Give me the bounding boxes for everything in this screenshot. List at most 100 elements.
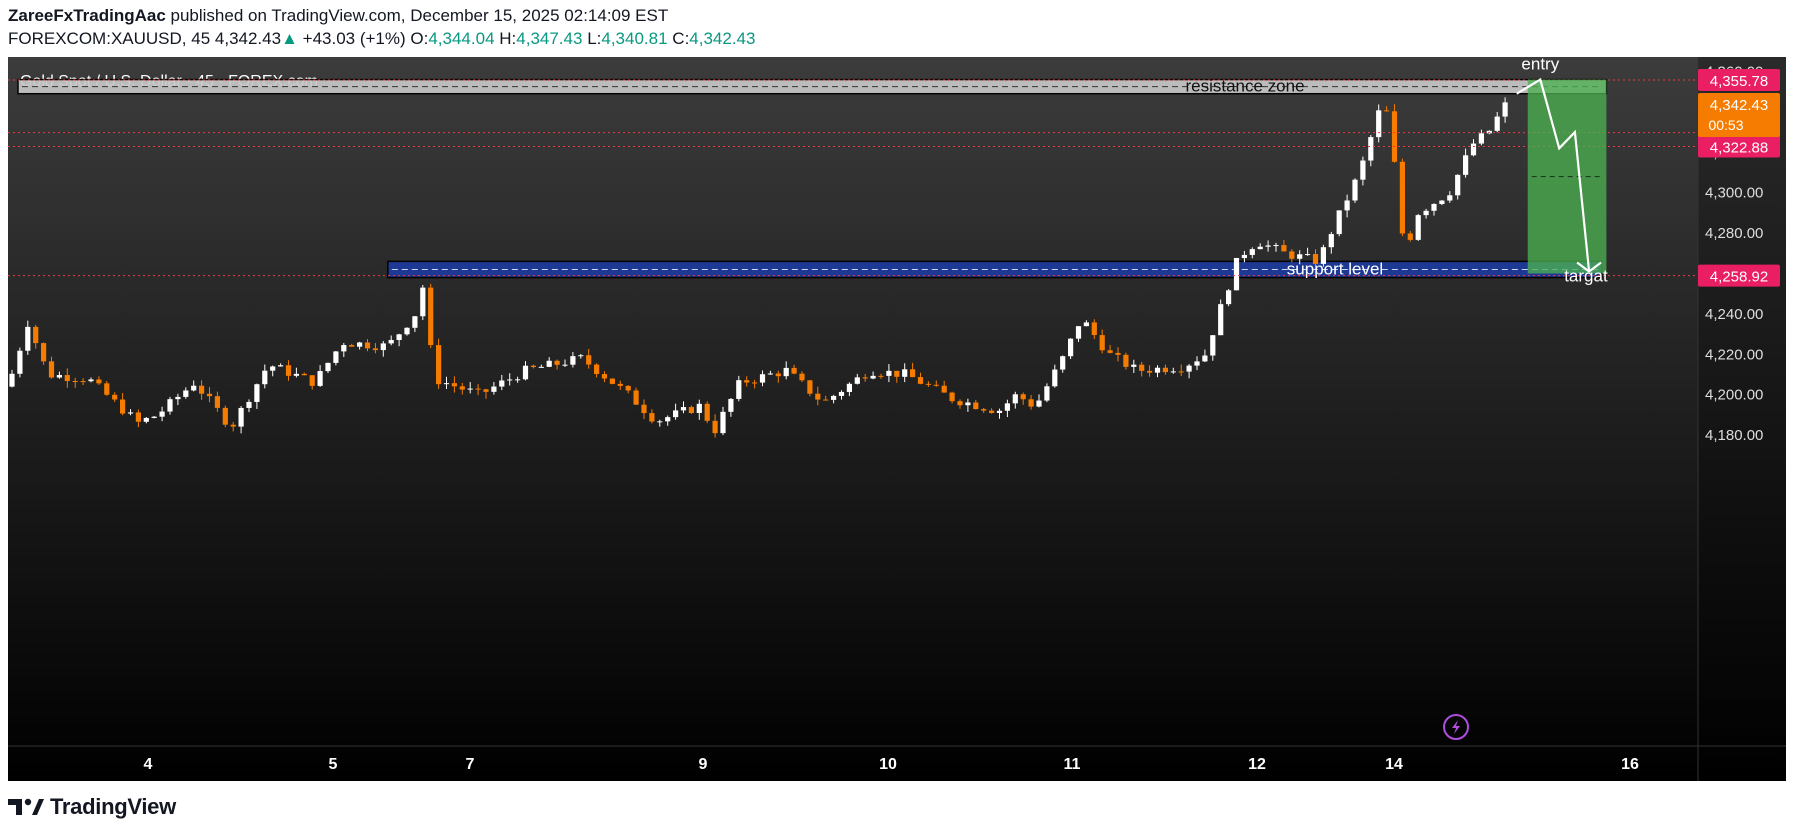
- current-price-label: 4,342.43: [1710, 97, 1768, 114]
- support-zone-label: support level: [1287, 259, 1383, 278]
- candle-body: [254, 384, 260, 402]
- x-tick-label: 12: [1248, 756, 1266, 773]
- candle-body: [349, 345, 355, 347]
- candle-body: [1328, 234, 1334, 248]
- candle-body: [167, 399, 173, 412]
- candle-body: [396, 334, 402, 341]
- price-tag-label: 4,258.92: [1710, 269, 1768, 286]
- candle-body: [973, 402, 979, 410]
- candle-body: [1068, 338, 1074, 357]
- candle-body: [238, 407, 244, 427]
- candle-body: [633, 390, 639, 405]
- candle-body: [1099, 335, 1105, 351]
- candle-body: [483, 389, 489, 392]
- candle-body: [222, 407, 228, 425]
- arrow-head-icon: [1576, 261, 1602, 273]
- entry-annotation: entry: [1521, 54, 1559, 73]
- price-tag: [1698, 264, 1780, 287]
- candle-body: [981, 409, 987, 411]
- candle-body: [1202, 355, 1208, 362]
- change-value: +43.03 (+1%): [302, 29, 406, 48]
- bar-countdown-label: 00:53: [1708, 117, 1743, 133]
- candle-body: [428, 287, 434, 346]
- candle-body: [1162, 367, 1168, 373]
- candle-body: [25, 326, 31, 351]
- candle-body: [1091, 322, 1097, 336]
- candle-body: [570, 356, 576, 365]
- candle-body: [894, 370, 900, 377]
- candle-body: [1249, 249, 1255, 255]
- candle-body: [989, 410, 995, 413]
- candle-body: [151, 416, 157, 418]
- candle-body: [325, 362, 331, 372]
- publisher-line: ZareeFxTradingAac published on TradingVi…: [8, 6, 668, 26]
- candle-body: [1170, 371, 1176, 373]
- candle-body: [143, 417, 149, 422]
- candle-body: [1439, 200, 1445, 204]
- tradingview-logo[interactable]: TradingView: [8, 792, 176, 822]
- candle-body: [815, 393, 821, 400]
- candle-body: [1218, 304, 1224, 336]
- candle-body: [578, 355, 584, 357]
- candle-body: [586, 355, 592, 365]
- candle-body: [617, 383, 623, 386]
- candle-body: [135, 412, 141, 422]
- candle-body: [1297, 254, 1303, 259]
- candle-body: [1233, 257, 1240, 291]
- candle-body: [459, 386, 465, 390]
- candle-body: [720, 411, 726, 434]
- x-tick-label: 7: [466, 756, 475, 773]
- candle-body: [262, 370, 268, 385]
- candle-body: [1004, 403, 1010, 411]
- current-price-tag: [1698, 92, 1780, 137]
- candle-body: [1360, 160, 1366, 180]
- lightning-icon[interactable]: [1443, 714, 1469, 740]
- y-tick-label: 4,280.00: [1705, 225, 1763, 242]
- symbol-label: FOREXCOM:XAUUSD, 45: [8, 29, 211, 48]
- candle-body: [902, 369, 908, 377]
- candle-body: [1194, 361, 1200, 366]
- candle-body: [854, 377, 860, 384]
- candle-body: [1060, 356, 1066, 370]
- candle-body: [1376, 110, 1382, 138]
- last-price: 4,342.43: [214, 29, 282, 48]
- candle-body: [1399, 161, 1405, 234]
- candle-body: [775, 373, 781, 377]
- publisher-name[interactable]: ZareeFxTradingAac: [8, 6, 166, 25]
- candle-body: [1305, 254, 1311, 256]
- candle-body: [1368, 137, 1374, 161]
- candle-body: [910, 369, 916, 378]
- candle-body: [206, 393, 213, 397]
- target-annotation: targat: [1564, 267, 1608, 286]
- price-tag: [1698, 69, 1780, 92]
- candle-body: [696, 403, 702, 414]
- candle-body: [88, 379, 94, 382]
- published-text: published on TradingView.com, December 1…: [170, 6, 669, 25]
- candle-body: [562, 364, 568, 366]
- y-tick-label: 4,200.00: [1705, 387, 1763, 404]
- candle-body: [996, 410, 1003, 413]
- candle-body: [1320, 247, 1326, 264]
- candle-body: [1281, 245, 1287, 252]
- candle-body: [554, 360, 560, 365]
- candle-body: [412, 316, 418, 328]
- y-tick-label: 4,180.00: [1705, 427, 1763, 444]
- candle-body: [767, 373, 773, 375]
- x-tick-label: 9: [699, 756, 708, 773]
- candle-body: [191, 385, 197, 391]
- candle-body: [862, 377, 868, 379]
- chart-background: [8, 57, 1786, 781]
- candle-body: [799, 373, 805, 381]
- x-tick-label: 11: [1064, 756, 1081, 773]
- low-value: 4,340.81: [601, 29, 668, 48]
- y-tick-label: 4,220.00: [1705, 346, 1763, 363]
- candle-body: [744, 380, 750, 383]
- candle-body: [917, 377, 924, 384]
- candle-body: [48, 361, 55, 378]
- candle-body: [965, 402, 971, 406]
- candle-body: [451, 383, 457, 387]
- candle-body: [491, 386, 497, 392]
- candle-body: [594, 364, 600, 375]
- candle-body: [941, 385, 947, 393]
